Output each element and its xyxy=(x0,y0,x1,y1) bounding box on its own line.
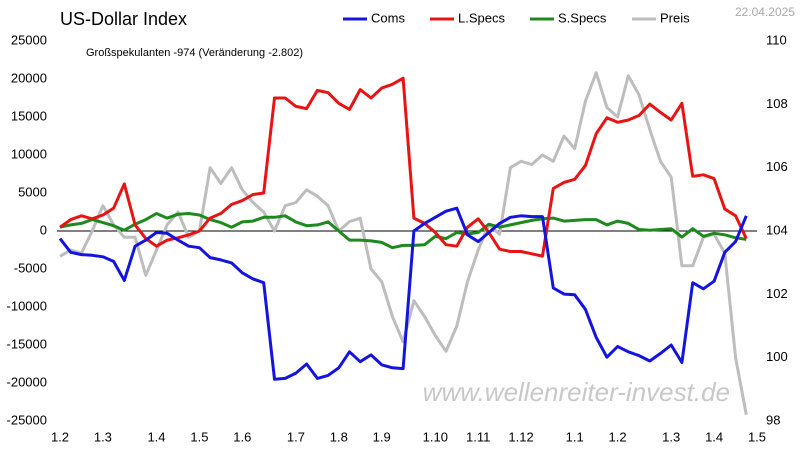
x-tick-label: 1.2 xyxy=(51,429,69,444)
x-tick-label: 1.5 xyxy=(748,429,766,444)
x-tick-label: 1.2 xyxy=(609,429,627,444)
y-tick-label: 20000 xyxy=(11,70,47,85)
y-tick-label: -25000 xyxy=(7,412,47,427)
y2-tick-label: 98 xyxy=(766,412,780,427)
x-tick-label: 1.1 xyxy=(566,429,584,444)
legend-label: L.Specs xyxy=(458,10,505,25)
legend-label: Coms xyxy=(371,10,405,25)
x-tick-label: 1.3 xyxy=(662,429,680,444)
x-tick-label: 1.6 xyxy=(233,429,251,444)
x-tick-label: 1.5 xyxy=(190,429,208,444)
date: 22.04.2025 xyxy=(735,5,795,19)
y-tick-label: -20000 xyxy=(7,374,47,389)
x-tick-label: 1.12 xyxy=(508,429,533,444)
x-tick-label: 1.8 xyxy=(330,429,348,444)
y-tick-label: 10000 xyxy=(11,146,47,161)
legend-label: S.Specs xyxy=(558,10,607,25)
watermark: www.wellenreiter-invest.de xyxy=(423,377,730,407)
y2-tick-label: 100 xyxy=(766,349,788,364)
y-tick-label: 0 xyxy=(40,222,47,237)
y-tick-label: 5000 xyxy=(18,184,47,199)
series-line xyxy=(59,212,747,250)
y2-tick-label: 102 xyxy=(766,286,788,301)
y2-tick-label: 108 xyxy=(766,96,788,111)
chart-title: US-Dollar Index xyxy=(60,9,187,29)
x-tick-label: 1.9 xyxy=(373,429,391,444)
y2-tick-label: 104 xyxy=(766,222,788,237)
x-tick-label: 1.4 xyxy=(705,429,723,444)
y2-tick-label: 110 xyxy=(766,32,787,47)
x-tick-label: 1.7 xyxy=(287,429,305,444)
x-tick-label: 1.10 xyxy=(423,429,448,444)
x-tick-label: 1.4 xyxy=(147,429,165,444)
x-tick-label: 1.11 xyxy=(466,429,490,444)
y-tick-label: -5000 xyxy=(14,260,47,275)
series-line xyxy=(58,206,748,381)
y2-tick-label: 106 xyxy=(766,159,788,174)
y-tick-label: 15000 xyxy=(11,108,47,123)
x-tick-label: 1.3 xyxy=(94,429,112,444)
y-tick-label: 25000 xyxy=(11,32,47,47)
y-tick-label: -15000 xyxy=(7,336,47,351)
legend-label: Preis xyxy=(660,10,690,25)
annotation: Großspekulanten -974 (Veränderung -2.802… xyxy=(86,47,303,59)
y-tick-label: -10000 xyxy=(7,298,47,313)
